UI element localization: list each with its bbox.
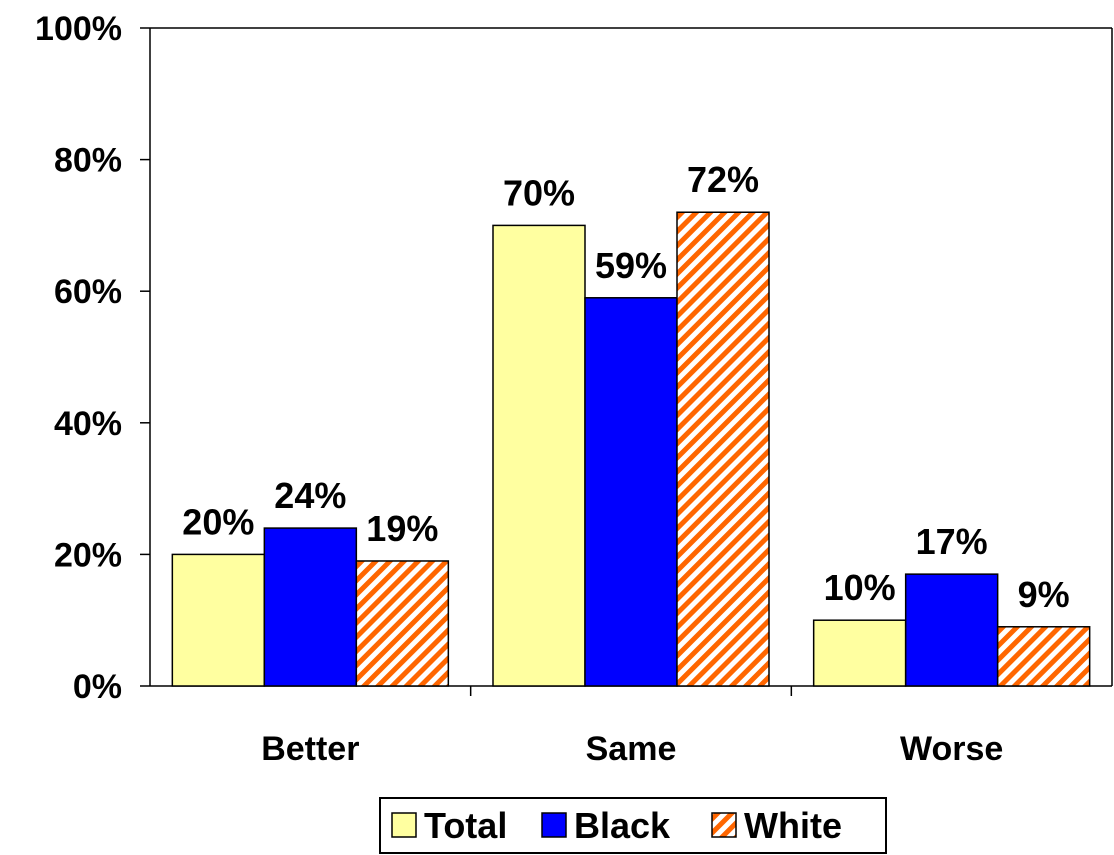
- y-tick-label: 40%: [54, 405, 122, 443]
- data-label-white-worse: 9%: [1018, 574, 1070, 615]
- legend-label-total: Total: [424, 805, 507, 846]
- bar-white-same: [676, 211, 770, 687]
- legend-swatch-black: [541, 812, 567, 838]
- y-tick-label: 20%: [54, 536, 122, 574]
- bar-total-same: [492, 224, 586, 687]
- data-label-black-better: 24%: [274, 475, 346, 516]
- bar-white-better: [355, 560, 450, 687]
- bar-white-worse: [996, 626, 1091, 687]
- data-label-white-same: 72%: [687, 159, 759, 200]
- legend-label-black: Black: [574, 805, 671, 846]
- y-tick-label: 0%: [73, 668, 122, 706]
- legend-box: [379, 797, 887, 854]
- data-label-total-better: 20%: [182, 501, 254, 542]
- bar-total-worse: [812, 619, 907, 687]
- legend-swatch-total: [391, 812, 417, 838]
- data-label-total-same: 70%: [503, 172, 575, 213]
- bar-black-worse: [904, 573, 999, 687]
- legend-swatch-white: [711, 812, 737, 838]
- legend-label-white: White: [744, 805, 842, 846]
- data-label-total-worse: 10%: [824, 567, 896, 608]
- bar-total-better: [171, 553, 266, 687]
- x-category-label: Worse: [900, 730, 1003, 768]
- bar-black-better: [263, 527, 358, 687]
- y-tick-label: 60%: [54, 273, 122, 311]
- x-category-label: Better: [261, 730, 359, 768]
- x-category-label: Same: [586, 730, 677, 768]
- bar-black-same: [584, 297, 678, 687]
- data-label-black-worse: 17%: [916, 521, 988, 562]
- y-tick-label: 80%: [54, 142, 122, 180]
- data-label-black-same: 59%: [595, 245, 667, 286]
- y-tick-label: 100%: [35, 10, 122, 48]
- data-label-white-better: 19%: [366, 508, 438, 549]
